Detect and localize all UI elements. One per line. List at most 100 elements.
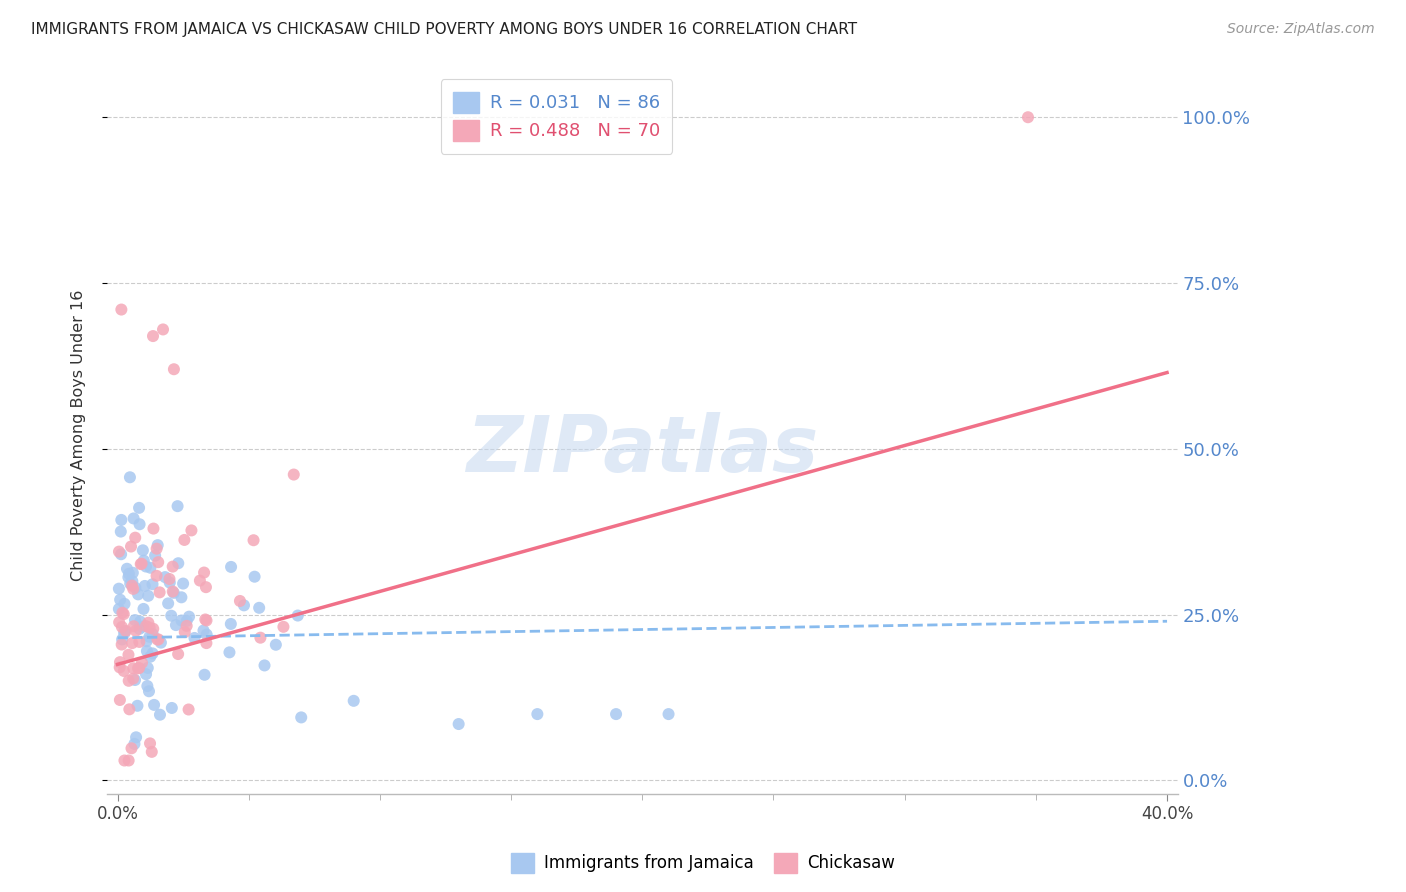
Point	[124, 613, 146, 627]
Point	[159, 572, 181, 586]
Point	[128, 622, 150, 636]
Point	[152, 322, 174, 336]
Point	[188, 574, 211, 588]
Point	[176, 614, 198, 628]
Point	[124, 737, 146, 751]
Point	[273, 620, 295, 634]
Legend: Immigrants from Jamaica, Chickasaw: Immigrants from Jamaica, Chickasaw	[505, 847, 901, 880]
Point	[125, 731, 148, 745]
Point	[108, 660, 131, 674]
Point	[128, 500, 150, 515]
Point	[129, 557, 152, 571]
Point	[122, 511, 145, 525]
Point	[136, 589, 159, 603]
Point	[112, 624, 135, 639]
Point	[253, 658, 276, 673]
Point	[163, 586, 186, 600]
Point	[117, 754, 139, 768]
Point	[120, 576, 142, 591]
Point	[108, 544, 131, 558]
Point	[108, 582, 131, 596]
Point	[110, 513, 132, 527]
Point	[122, 619, 145, 633]
Point	[173, 533, 195, 547]
Point	[193, 624, 215, 638]
Point	[131, 656, 153, 670]
Point	[121, 578, 143, 592]
Point	[149, 707, 172, 722]
Point	[142, 329, 165, 343]
Point	[242, 533, 264, 548]
Point	[148, 632, 170, 647]
Point	[124, 673, 146, 687]
Point	[149, 585, 172, 599]
Point	[127, 698, 149, 713]
Point	[110, 302, 132, 317]
Point	[135, 619, 157, 633]
Point	[136, 661, 159, 675]
Point	[195, 614, 218, 628]
Point	[110, 524, 132, 539]
Point	[138, 621, 160, 635]
Point	[193, 667, 215, 681]
Point	[180, 524, 202, 538]
Point	[264, 638, 287, 652]
Point	[127, 661, 149, 675]
Point	[172, 576, 194, 591]
Y-axis label: Child Poverty Among Boys Under 16: Child Poverty Among Boys Under 16	[72, 290, 86, 582]
Point	[218, 645, 240, 659]
Point	[142, 647, 165, 661]
Point	[135, 634, 157, 648]
Point	[195, 636, 218, 650]
Point	[108, 615, 131, 630]
Point	[605, 707, 627, 722]
Point	[135, 667, 157, 681]
Point	[128, 635, 150, 649]
Point	[118, 470, 141, 484]
Point	[111, 620, 134, 634]
Point	[108, 602, 131, 616]
Text: Source: ZipAtlas.com: Source: ZipAtlas.com	[1227, 22, 1375, 37]
Point	[167, 556, 190, 570]
Point	[135, 559, 157, 574]
Point	[149, 635, 172, 649]
Point	[166, 499, 188, 513]
Point	[162, 584, 184, 599]
Point	[233, 599, 256, 613]
Point	[170, 614, 193, 628]
Point	[160, 608, 183, 623]
Point	[163, 362, 186, 376]
Point	[139, 561, 162, 575]
Point	[138, 615, 160, 630]
Point	[141, 577, 163, 591]
Point	[148, 555, 170, 569]
Point	[162, 559, 184, 574]
Point	[121, 566, 143, 580]
Point	[112, 607, 135, 621]
Point	[132, 554, 155, 568]
Point	[290, 710, 312, 724]
Text: ZIPatlas: ZIPatlas	[467, 412, 818, 488]
Point	[124, 581, 146, 595]
Point	[343, 694, 366, 708]
Point	[177, 702, 200, 716]
Point	[287, 608, 309, 623]
Point	[117, 648, 139, 662]
Point	[108, 693, 131, 707]
Point	[122, 582, 145, 596]
Point	[110, 547, 132, 561]
Point	[121, 636, 143, 650]
Point	[160, 701, 183, 715]
Point	[141, 745, 163, 759]
Point	[128, 661, 150, 675]
Point	[134, 579, 156, 593]
Point	[194, 580, 217, 594]
Point	[142, 627, 165, 641]
Point	[138, 630, 160, 644]
Point	[219, 560, 242, 574]
Point	[249, 631, 271, 645]
Point	[229, 594, 252, 608]
Point	[118, 566, 141, 581]
Point	[136, 679, 159, 693]
Point	[120, 540, 142, 554]
